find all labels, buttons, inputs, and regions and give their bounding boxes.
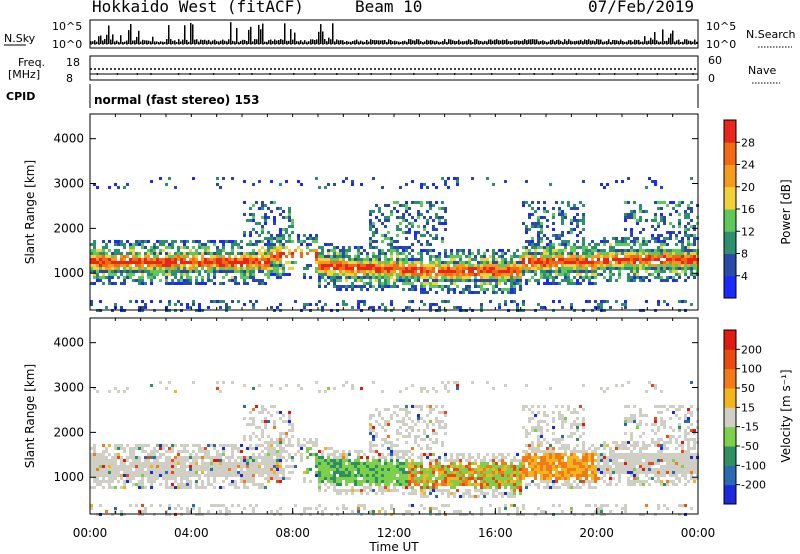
- power-ylabel: Slant Range [km]: [23, 160, 37, 264]
- x-tick-label: 12:00: [377, 526, 412, 540]
- freq-tick-top: 18: [66, 56, 80, 69]
- nsky-panel: N.Sky 10^5 10^0 10^5 10^0 N.Search: [4, 19, 796, 51]
- power-heatmap: [90, 177, 699, 312]
- y-tick-label: 1000: [53, 266, 84, 280]
- colorbar-tick-label: -15: [741, 421, 759, 434]
- colorbar-tick-label: 100: [741, 363, 762, 376]
- velocity-heatmap: [90, 381, 699, 516]
- colorbar-tick-label: 28: [741, 136, 755, 149]
- y-tick-label: 2000: [53, 425, 84, 439]
- date-label: 07/Feb/2019: [588, 0, 694, 16]
- y-tick-label: 3000: [53, 381, 84, 395]
- freq-label: Freq.: [18, 56, 45, 69]
- x-tick-label: 08:00: [275, 526, 310, 540]
- colorbar-tick-label: -200: [741, 479, 766, 492]
- colorbar-tick-label: -50: [741, 440, 759, 453]
- colorbar-tick-label: 20: [741, 181, 755, 194]
- nsearch-label: N.Search: [746, 28, 796, 41]
- nsky-tick-top: 10^5: [52, 20, 82, 33]
- power-panel: 1000 2000 3000 4000 Slant Range [km] 4 8 12 16…: [23, 113, 793, 312]
- colorbar-tick-label: 12: [741, 225, 755, 238]
- colorbar-tick-label: 15: [741, 401, 755, 414]
- beam-label: Beam 10: [355, 0, 423, 16]
- nsearch-tick-top: 10^5: [706, 20, 736, 33]
- nsky-tick-bottom: 10^0: [52, 38, 82, 51]
- cpid-text: normal (fast stereo) 153: [94, 93, 260, 107]
- x-tick-label: 20:00: [579, 526, 614, 540]
- x-tick-label: 16:00: [478, 526, 513, 540]
- radar-title: Hokkaido West (fitACF): [92, 0, 304, 16]
- velocity-colorbar: 200 100 50 15 -15 -50 -100 -200: [723, 329, 766, 505]
- x-tick-label: 04:00: [174, 526, 209, 540]
- y-tick-label: 3000: [53, 177, 84, 191]
- velocity-colorbar-label: Velocity [m s⁻¹]: [779, 369, 793, 462]
- nave-label: Nave: [748, 64, 776, 77]
- freq-panel: Freq. [MHz] 18 8 60 0 Nave: [8, 54, 780, 85]
- y-tick-label: 4000: [53, 336, 84, 350]
- y-tick-label: 1000: [53, 470, 84, 484]
- x-tick-label: 00:00: [73, 526, 108, 540]
- nsearch-tick-bottom: 10^0: [706, 38, 736, 51]
- colorbar-tick-label: 4: [741, 270, 748, 283]
- nsky-label: N.Sky: [4, 32, 36, 45]
- freq-tick-bottom: 8: [66, 72, 73, 85]
- x-tick-label: 00:00: [681, 526, 716, 540]
- velocity-xlabel: Time UT: [368, 540, 419, 554]
- power-colorbar-label: Power [dB]: [779, 179, 793, 244]
- nave-tick-bottom: 0: [708, 72, 715, 85]
- colorbar-tick-label: -100: [741, 459, 766, 472]
- nave-tick-top: 60: [708, 54, 722, 67]
- colorbar-tick-label: 200: [741, 343, 762, 356]
- colorbar-tick-label: 16: [741, 203, 755, 216]
- colorbar-tick-label: 50: [741, 382, 755, 395]
- cpid-label: CPID: [6, 90, 35, 103]
- colorbar-tick-label: 8: [741, 248, 748, 261]
- power-colorbar: 4 8 12 16 20 24 28: [723, 119, 755, 299]
- freq-unit-label: [MHz]: [8, 68, 40, 81]
- y-tick-label: 4000: [53, 132, 84, 146]
- y-tick-label: 2000: [53, 221, 84, 235]
- velocity-panel: 1000 2000 3000 4000 00:00 04:00 08:00 12:00 16:…: [23, 317, 793, 554]
- colorbar-tick-label: 24: [741, 159, 755, 172]
- cpid-panel: CPID normal (fast stereo) 153: [6, 84, 699, 108]
- velocity-ylabel: Slant Range [km]: [23, 364, 37, 468]
